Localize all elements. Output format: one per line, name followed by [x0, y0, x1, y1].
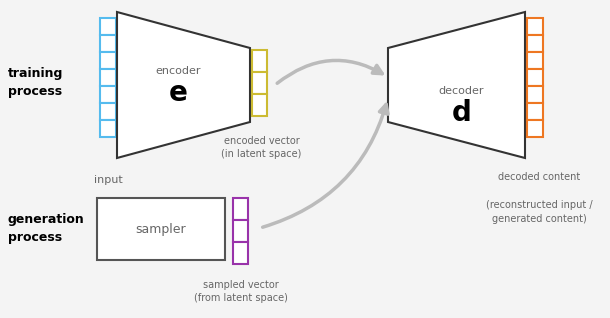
Polygon shape	[388, 12, 525, 158]
Text: encoder: encoder	[156, 66, 201, 76]
Bar	[527, 120, 543, 137]
Bar	[233, 242, 248, 264]
Text: input: input	[93, 175, 123, 185]
Polygon shape	[117, 12, 250, 158]
Text: d: d	[451, 99, 472, 127]
Bar	[527, 86, 543, 103]
Bar	[252, 94, 267, 116]
Bar	[527, 35, 543, 52]
Bar	[100, 69, 116, 86]
Bar	[100, 86, 116, 103]
Bar	[527, 69, 543, 86]
Text: decoder: decoder	[439, 86, 484, 96]
Bar	[527, 103, 543, 120]
Bar	[252, 72, 267, 94]
Text: decoded content

(reconstructed input /
generated content): decoded content (reconstructed input / g…	[486, 172, 592, 224]
Text: sampler: sampler	[135, 223, 186, 236]
Text: generation
process: generation process	[8, 212, 85, 244]
Text: training
process: training process	[8, 66, 63, 98]
Bar	[97, 198, 225, 260]
Text: encoded vector
(in latent space): encoded vector (in latent space)	[221, 136, 302, 159]
Bar	[252, 50, 267, 72]
Text: e: e	[169, 79, 188, 107]
Bar	[527, 18, 543, 35]
Bar	[100, 103, 116, 120]
Bar	[100, 35, 116, 52]
Bar	[100, 120, 116, 137]
Bar	[100, 52, 116, 69]
Bar	[233, 198, 248, 220]
Text: sampled vector
(from latent space): sampled vector (from latent space)	[193, 280, 287, 303]
Bar	[233, 220, 248, 242]
Bar	[527, 52, 543, 69]
Bar	[100, 18, 116, 35]
